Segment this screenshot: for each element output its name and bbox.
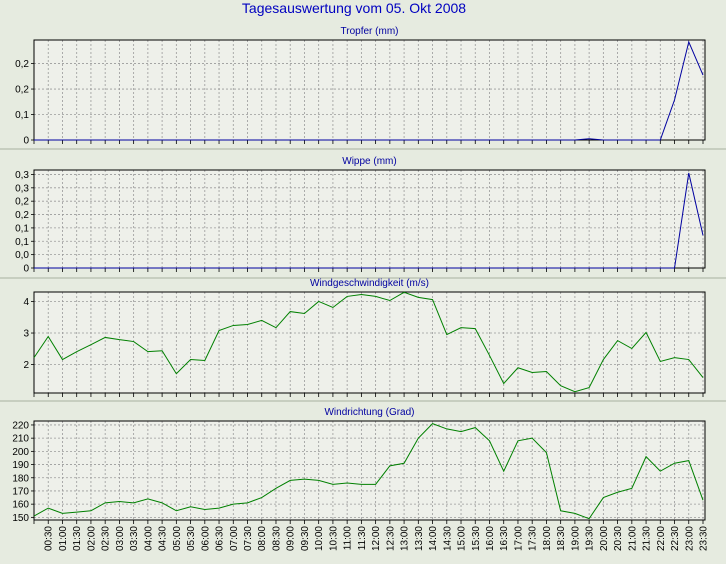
x-tick-label: 01:00 <box>58 526 69 551</box>
data-line <box>33 291 704 393</box>
y-tick-label: 0,2 <box>15 85 29 96</box>
y-tick-label: 0,2 <box>15 197 29 208</box>
x-tick-label: 22:30 <box>670 526 681 551</box>
x-tick-label: 06:30 <box>215 526 226 551</box>
x-tick-label: 15:30 <box>471 526 482 551</box>
plot-frame <box>33 420 706 521</box>
y-tick-label: 220 <box>12 420 29 431</box>
y-tick-label: 0 <box>23 136 29 147</box>
y-tick-label: 2 <box>23 360 29 371</box>
data-line <box>33 423 704 520</box>
x-tick-label: 19:00 <box>570 526 581 551</box>
x-tick-label: 07:30 <box>243 526 254 551</box>
x-tick-label: 14:00 <box>428 526 439 551</box>
y-tick-label: 4 <box>23 297 29 308</box>
data-line <box>34 40 704 141</box>
x-tick-label: 09:00 <box>286 526 297 551</box>
y-tick-label: 210 <box>12 434 29 445</box>
x-tick-label: 19:30 <box>585 526 596 551</box>
y-tick-label: 0,3 <box>15 170 29 181</box>
plot-area <box>34 292 705 393</box>
x-tick-label: 13:30 <box>414 526 425 551</box>
panel-title: Windgeschwindigkeit (m/s) <box>310 278 429 289</box>
x-tick-label: 18:30 <box>556 526 567 551</box>
x-tick-label: 13:00 <box>400 526 411 551</box>
x-tick-label: 12:00 <box>371 526 382 551</box>
panel-title: Wippe (mm) <box>342 156 396 167</box>
x-tick-label: 16:00 <box>485 526 496 551</box>
chart-title: Tagesauswertung vom 05. Okt 2008 <box>242 0 466 16</box>
y-tick-label: 170 <box>12 486 29 497</box>
x-tick-label: 04:00 <box>143 526 154 551</box>
x-tick-label: 02:00 <box>86 526 97 551</box>
x-tick-label: 09:30 <box>300 526 311 551</box>
y-tick-label: 150 <box>12 513 29 524</box>
y-tick-label: 0,0 <box>15 250 29 261</box>
y-tick-label: 0,1 <box>15 223 29 234</box>
y-tick-label: 3 <box>23 329 29 340</box>
x-tick-label: 03:00 <box>115 526 126 551</box>
x-tick-label: 20:30 <box>613 526 624 551</box>
x-tick-label: 23:30 <box>699 526 710 551</box>
x-tick-label: 08:30 <box>271 526 282 551</box>
x-tick-label: 01:30 <box>72 526 83 551</box>
panel-title: Tropfer (mm) <box>341 26 399 37</box>
x-tick-label: 10:30 <box>328 526 339 551</box>
plot-area <box>34 421 705 520</box>
y-tick-label: 190 <box>12 460 29 471</box>
plot-area <box>34 40 705 140</box>
y-tick-label: 180 <box>12 473 29 484</box>
x-tick-label: 05:00 <box>172 526 183 551</box>
x-tick-label: 05:30 <box>186 526 197 551</box>
y-tick-label: 0,2 <box>15 210 29 221</box>
plot-area <box>34 170 705 268</box>
y-tick-label: 0,1 <box>15 110 29 121</box>
x-tick-label: 04:30 <box>158 526 169 551</box>
x-tick-label: 11:30 <box>357 526 368 551</box>
x-tick-label: 22:00 <box>656 526 667 551</box>
x-tick-label: 14:30 <box>442 526 453 551</box>
x-tick-label: 17:30 <box>528 526 539 551</box>
y-tick-label: 0,3 <box>15 183 29 194</box>
x-tick-label: 03:30 <box>129 526 140 551</box>
x-tick-label: 00:30 <box>44 526 55 551</box>
x-tick-label: 17:00 <box>513 526 524 551</box>
plot-frame <box>33 291 706 394</box>
x-tick-label: 16:30 <box>499 526 510 551</box>
panel-title: Windrichtung (Grad) <box>324 407 414 418</box>
x-tick-label: 07:00 <box>229 526 240 551</box>
x-tick-label: 21:30 <box>642 526 653 551</box>
x-tick-label: 23:00 <box>684 526 695 551</box>
x-tick-label: 21:00 <box>627 526 638 551</box>
y-tick-label: 0 <box>23 264 29 275</box>
x-tick-label: 10:00 <box>314 526 325 551</box>
x-tick-label: 20:00 <box>599 526 610 551</box>
x-tick-label: 02:30 <box>101 526 112 551</box>
data-line <box>34 172 704 269</box>
x-tick-label: 08:00 <box>257 526 268 551</box>
y-tick-label: 0,2 <box>15 59 29 70</box>
x-tick-label: 11:00 <box>343 526 354 551</box>
y-tick-label: 200 <box>12 447 29 458</box>
x-tick-label: 18:00 <box>542 526 553 551</box>
y-tick-label: 0,1 <box>15 237 29 248</box>
x-tick-label: 12:30 <box>385 526 396 551</box>
y-tick-label: 160 <box>12 500 29 511</box>
x-tick-label: 15:00 <box>457 526 468 551</box>
x-tick-label: 06:00 <box>200 526 211 551</box>
